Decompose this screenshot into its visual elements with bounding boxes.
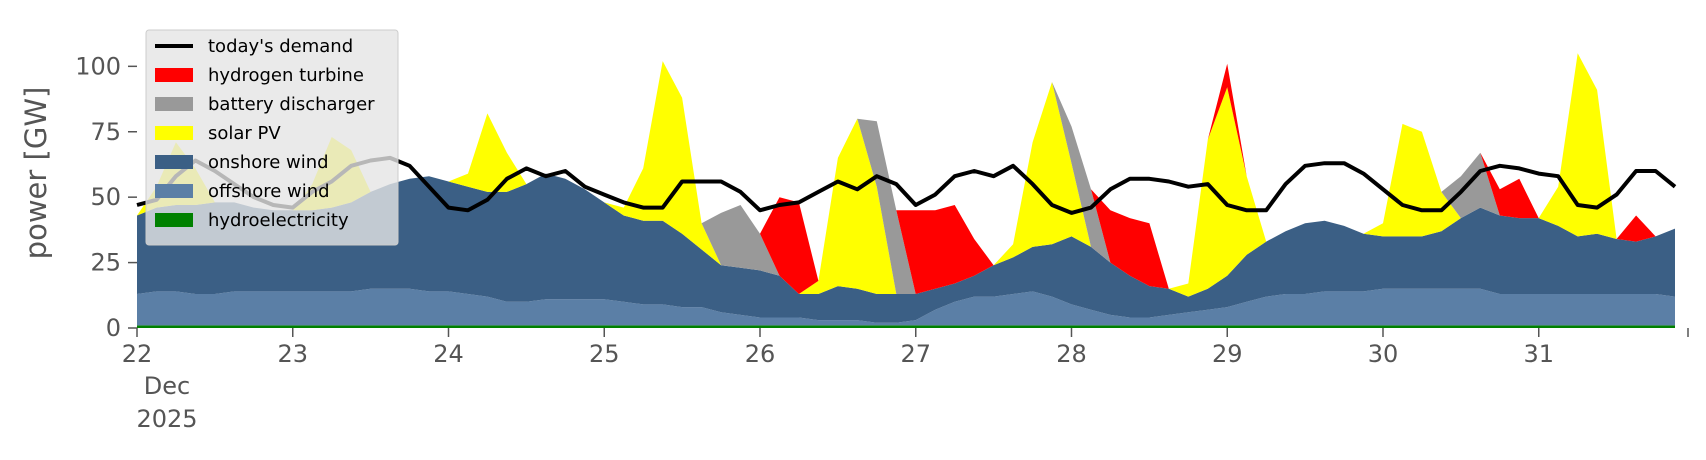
y-axis: 0 25 50 75 100 xyxy=(75,52,137,342)
x-tick-label: 24 xyxy=(433,340,464,368)
x-tick-label: 22 xyxy=(122,340,153,368)
x-tick-label: 27 xyxy=(900,340,931,368)
y-tick-label: 25 xyxy=(90,249,121,277)
legend-label-offshore-wind: offshore wind xyxy=(208,181,330,202)
legend-swatch-offshore-wind xyxy=(155,184,193,198)
legend-label-onshore-wind: onshore wind xyxy=(208,152,329,173)
x-tick-label: 25 xyxy=(589,340,620,368)
x-tick-label: 26 xyxy=(745,340,776,368)
y-tick-label: 50 xyxy=(90,183,121,211)
legend-swatch-battery-discharger xyxy=(155,97,193,111)
legend-label-hydroelectricity: hydroelectricity xyxy=(208,210,349,231)
legend-label-today-s-demand: today's demand xyxy=(208,36,353,57)
legend-swatch-hydrogen-turbine xyxy=(155,68,193,82)
x-tick-label: 28 xyxy=(1056,340,1087,368)
y-tick-label: 0 xyxy=(106,314,121,342)
x-axis: 22 Dec 2025 23 24 25 26 27 28 29 30 31 xyxy=(122,328,1689,433)
x-tick-label: 29 xyxy=(1212,340,1243,368)
legend-label-hydrogen-turbine: hydrogen turbine xyxy=(208,65,364,86)
legend-swatch-hydroelectricity xyxy=(155,213,193,227)
area-offshore-wind xyxy=(137,288,1675,326)
x-tick-sublabel: 2025 xyxy=(136,405,197,433)
legend-swatch-solar-pv xyxy=(155,126,193,140)
area-hydroelectricity xyxy=(137,325,1675,328)
x-tick-label: 30 xyxy=(1368,340,1399,368)
area-hydrogen-turbine xyxy=(137,53,1675,294)
x-tick-label: 23 xyxy=(277,340,308,368)
legend: today's demand hydrogen turbine battery di… xyxy=(145,29,399,246)
legend-label-battery-discharger: battery discharger xyxy=(208,94,375,115)
x-tick-sublabel: Dec xyxy=(144,372,190,400)
legend-label-solar-pv: solar PV xyxy=(208,123,281,144)
y-axis-title: power [GW] xyxy=(19,87,53,260)
legend-box xyxy=(145,29,399,246)
area-onshore-wind xyxy=(137,173,1675,323)
y-tick-label: 75 xyxy=(90,118,121,146)
legend-swatch-onshore-wind xyxy=(155,155,193,169)
x-tick-label: 31 xyxy=(1523,340,1554,368)
y-tick-label: 100 xyxy=(75,52,121,80)
